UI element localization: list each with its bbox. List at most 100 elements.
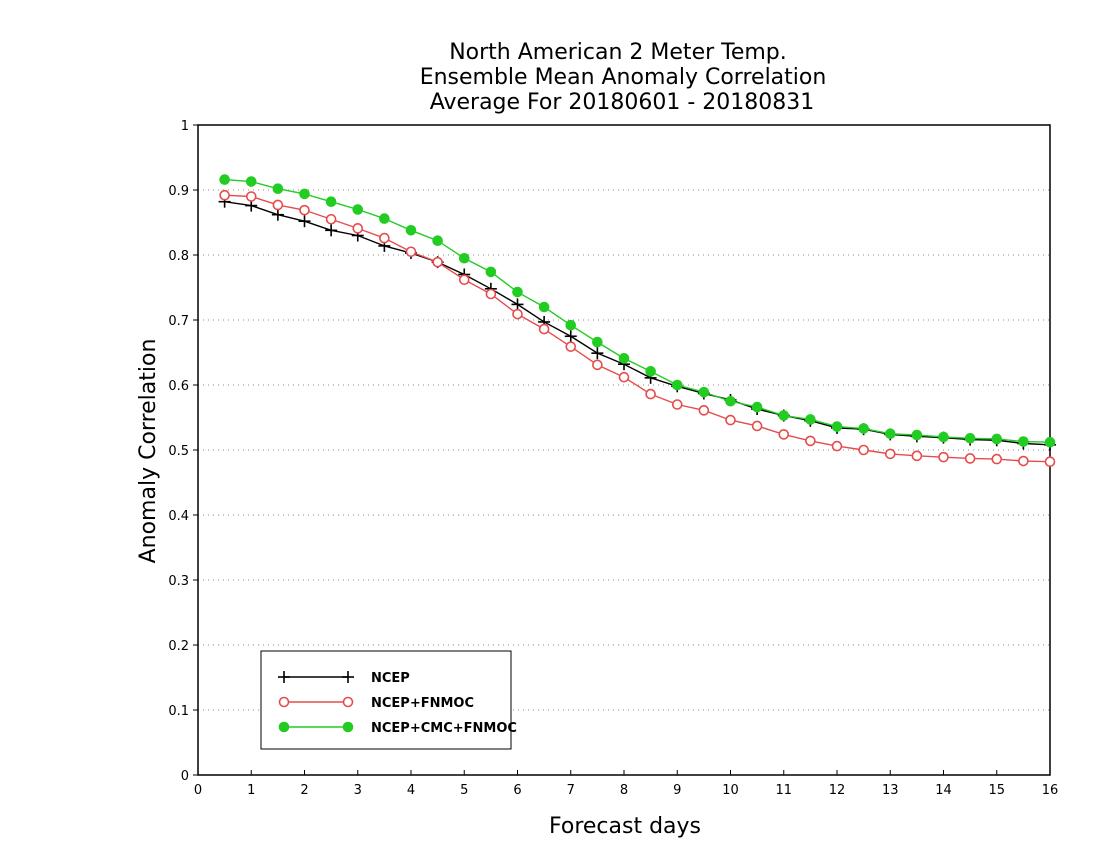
x-tick-label: 5 — [460, 783, 468, 798]
x-axis-label: Forecast days — [549, 814, 701, 839]
data-point-ncep-cmc-fnmoc — [352, 204, 364, 215]
y-tick-label: 0.5 — [168, 444, 189, 459]
data-point-ncep-fnmoc — [485, 288, 497, 300]
data-point-ncep-cmc-fnmoc — [432, 235, 443, 246]
data-point-ncep-fnmoc — [725, 414, 736, 426]
legend-label: NCEP+FNMOC — [371, 696, 474, 711]
y-tick-label: 0.7 — [168, 314, 189, 329]
data-point-ncep-cmc-fnmoc — [245, 176, 257, 187]
data-point-ncep-cmc-fnmoc — [1044, 436, 1056, 448]
data-point-ncep-cmc-fnmoc — [938, 431, 949, 443]
data-point-ncep-cmc-fnmoc — [618, 353, 630, 364]
legend-box — [260, 650, 512, 750]
legend-swatch-marker — [278, 721, 290, 733]
series-ncep-cmc-fnmoc — [219, 174, 1056, 448]
data-point-ncep-cmc-fnmoc — [512, 286, 523, 298]
data-point-ncep-cmc-fnmoc — [991, 433, 1003, 445]
legend-label: NCEP — [371, 671, 410, 686]
x-tick-label: 16 — [1042, 783, 1059, 798]
x-tick-label: 6 — [513, 783, 521, 798]
y-axis: 0 0.1 0.2 0.3 0.4 0.5 0.6 0.7 0.8 0.9 1 — [168, 119, 198, 784]
x-axis: 0 1 2 3 4 5 6 7 8 9 10 11 12 13 14 15 16 — [194, 770, 1058, 798]
data-point-ncep-fnmoc — [618, 371, 630, 383]
data-point-ncep-fnmoc — [645, 388, 656, 400]
chart-title-line-1: North American 2 Meter Temp. — [449, 40, 787, 65]
x-tick-label: 7 — [567, 783, 575, 798]
x-tick-label: 13 — [882, 783, 899, 798]
series-layer — [218, 174, 1056, 468]
data-point-ncep-cmc-fnmoc — [325, 196, 337, 207]
data-point-ncep-cmc-fnmoc — [379, 213, 390, 224]
y-tick-label: 0 — [181, 769, 189, 784]
data-point-ncep-cmc-fnmoc — [565, 319, 577, 331]
data-point-ncep-fnmoc — [751, 420, 763, 432]
data-point-ncep — [591, 347, 604, 360]
data-point-ncep-cmc-fnmoc — [458, 252, 470, 264]
grid — [198, 189, 1050, 711]
data-point-ncep-cmc-fnmoc — [964, 433, 976, 444]
legend-swatch-marker — [278, 696, 290, 708]
data-point-ncep-fnmoc — [538, 323, 550, 335]
x-tick-label: 11 — [775, 783, 792, 798]
x-tick-label: 15 — [988, 783, 1005, 798]
data-point-ncep-cmc-fnmoc — [831, 421, 843, 432]
data-point-ncep-fnmoc — [325, 213, 337, 225]
x-tick-label: 1 — [247, 783, 255, 798]
data-point-ncep-cmc-fnmoc — [405, 225, 417, 236]
legend-swatch-marker — [278, 671, 290, 683]
x-tick-label: 2 — [300, 783, 308, 798]
data-point-ncep-cmc-fnmoc — [538, 301, 550, 313]
data-point-ncep-fnmoc — [245, 191, 257, 202]
data-point-ncep-cmc-fnmoc — [671, 379, 683, 391]
x-tick-label: 3 — [354, 783, 362, 798]
y-tick-label: 0.8 — [168, 249, 189, 264]
data-point-ncep-cmc-fnmoc — [751, 401, 763, 413]
legend-label: NCEP+CMC+FNMOC — [371, 721, 517, 736]
data-point-ncep-cmc-fnmoc — [725, 395, 736, 407]
y-tick-label: 0.1 — [168, 704, 189, 719]
data-point-ncep-fnmoc — [592, 359, 603, 371]
legend-item-ncep-cmc-fnmoc: NCEP+CMC+FNMOC — [278, 721, 517, 736]
x-tick-label: 14 — [935, 783, 952, 798]
data-point-ncep-fnmoc — [805, 435, 816, 447]
data-point-ncep-fnmoc — [991, 453, 1003, 465]
legend-swatch-marker — [342, 671, 354, 683]
data-point-ncep-cmc-fnmoc — [858, 423, 869, 434]
data-point-ncep — [325, 224, 338, 237]
legend-item-ncep-fnmoc: NCEP+FNMOC — [278, 696, 474, 711]
data-point-ncep-fnmoc — [405, 246, 417, 258]
y-axis-label: Anomaly Correlation — [136, 339, 161, 564]
data-point-ncep — [271, 208, 284, 221]
legend-item-ncep: NCEP — [278, 671, 410, 686]
data-point-ncep-cmc-fnmoc — [1018, 436, 1029, 447]
data-point-ncep-cmc-fnmoc — [911, 429, 923, 441]
series-ncep-fnmoc — [219, 189, 1056, 468]
data-point-ncep-fnmoc — [565, 341, 577, 352]
x-tick-label: 0 — [194, 783, 202, 798]
data-point-ncep-fnmoc — [219, 189, 230, 201]
data-point-ncep-cmc-fnmoc — [592, 336, 603, 348]
data-point-ncep-cmc-fnmoc — [805, 414, 816, 425]
y-tick-label: 1 — [181, 119, 189, 134]
data-point-ncep-fnmoc — [432, 256, 443, 268]
data-point-ncep-fnmoc — [911, 450, 923, 462]
x-tick-label: 8 — [620, 783, 628, 798]
data-point-ncep-fnmoc — [379, 232, 390, 244]
data-point-ncep-fnmoc — [299, 204, 310, 216]
chart-title-line-2: Ensemble Mean Anomaly Correlation — [420, 65, 827, 90]
x-tick-label: 9 — [673, 783, 681, 798]
data-point-ncep-fnmoc — [458, 274, 470, 286]
data-point-ncep-cmc-fnmoc — [272, 183, 284, 194]
data-point-ncep-fnmoc — [858, 444, 869, 456]
data-point-ncep-cmc-fnmoc — [884, 428, 896, 440]
data-point-ncep-cmc-fnmoc — [219, 174, 230, 185]
y-tick-label: 0.2 — [168, 639, 189, 654]
data-point-ncep-fnmoc — [671, 399, 683, 410]
data-point-ncep-fnmoc — [1018, 455, 1029, 467]
x-tick-label: 10 — [722, 783, 739, 798]
data-point-ncep-fnmoc — [831, 440, 843, 452]
y-tick-label: 0.3 — [168, 574, 189, 589]
data-point-ncep-fnmoc — [1044, 456, 1056, 468]
data-point-ncep-fnmoc — [272, 199, 284, 211]
